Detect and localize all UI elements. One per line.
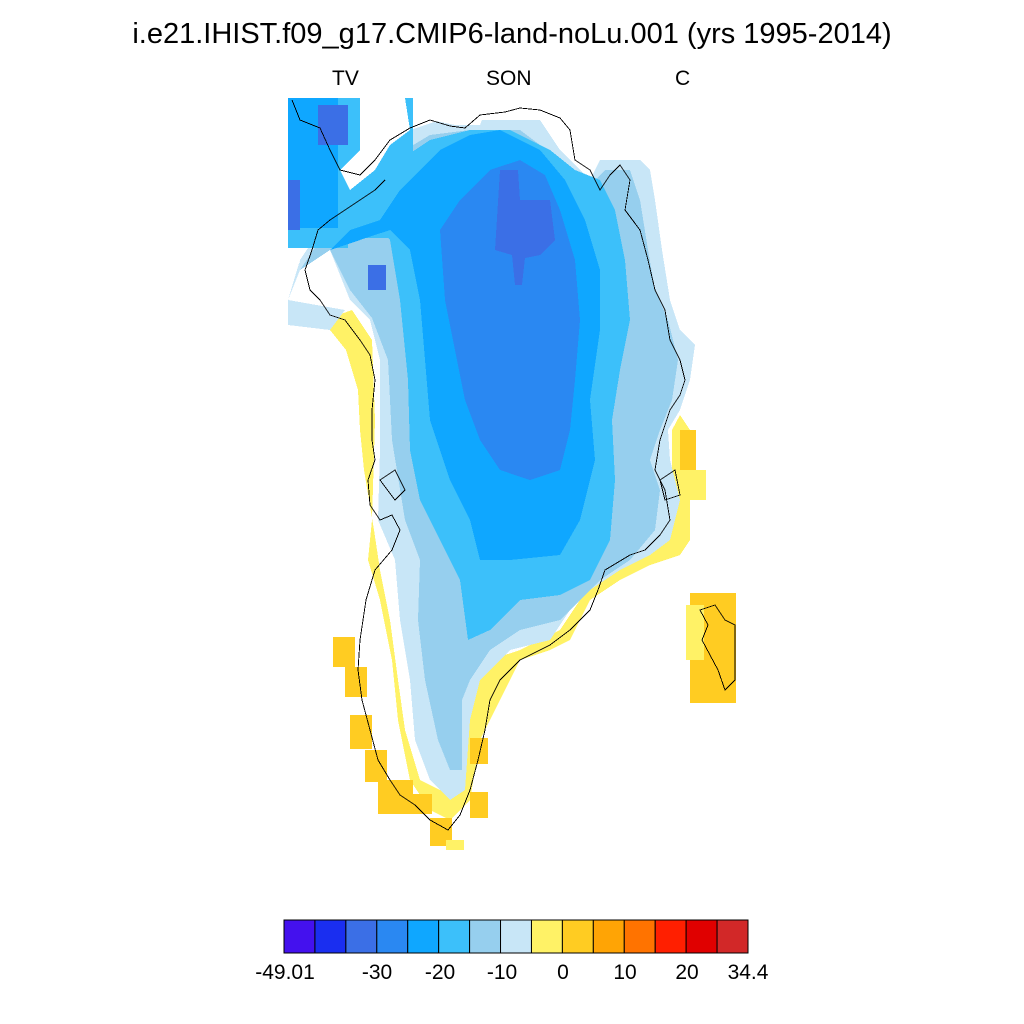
colorbar-tick-label: 34.4 (727, 961, 769, 984)
colorbar-tick-label: -30 (361, 961, 393, 984)
colorbar-tick-label: 0 (557, 961, 569, 984)
colorbar-swatch (407, 919, 440, 954)
coastline (291, 99, 736, 831)
colorbar-swatch (623, 919, 656, 954)
season-label: SON (486, 67, 532, 90)
colorbar-swatch (500, 919, 532, 954)
colorbar-tick-label: -20 (424, 961, 456, 984)
colorbar-swatch (438, 919, 471, 954)
colorbar-swatch (654, 919, 687, 954)
colorbar-swatch (530, 919, 563, 954)
colorbar-tick-label: -10 (486, 961, 518, 984)
units-label: C (675, 67, 691, 90)
colorbar-swatch (283, 919, 316, 954)
plot-title: i.e21.IHIST.f09_g17.CMIP6-land-noLu.001 … (132, 18, 892, 50)
colorbar-swatch (561, 919, 594, 954)
variable-label: TV (332, 67, 359, 90)
colorbar-swatch (592, 919, 625, 954)
colorbar-swatch (716, 919, 749, 954)
region-core-blue (495, 170, 555, 285)
colorbar-swatch (345, 919, 378, 954)
colorbar-tick-label: 20 (675, 961, 699, 984)
colorbar-swatch (314, 919, 347, 954)
colorbar-tick-label: -49.01 (255, 961, 315, 984)
colorbar-swatch (376, 919, 409, 954)
region-warm-cells (333, 430, 736, 846)
colorbar-swatch (685, 919, 718, 954)
colorbar-tick-label: 10 (613, 961, 637, 984)
colorbar-swatch (469, 919, 502, 954)
